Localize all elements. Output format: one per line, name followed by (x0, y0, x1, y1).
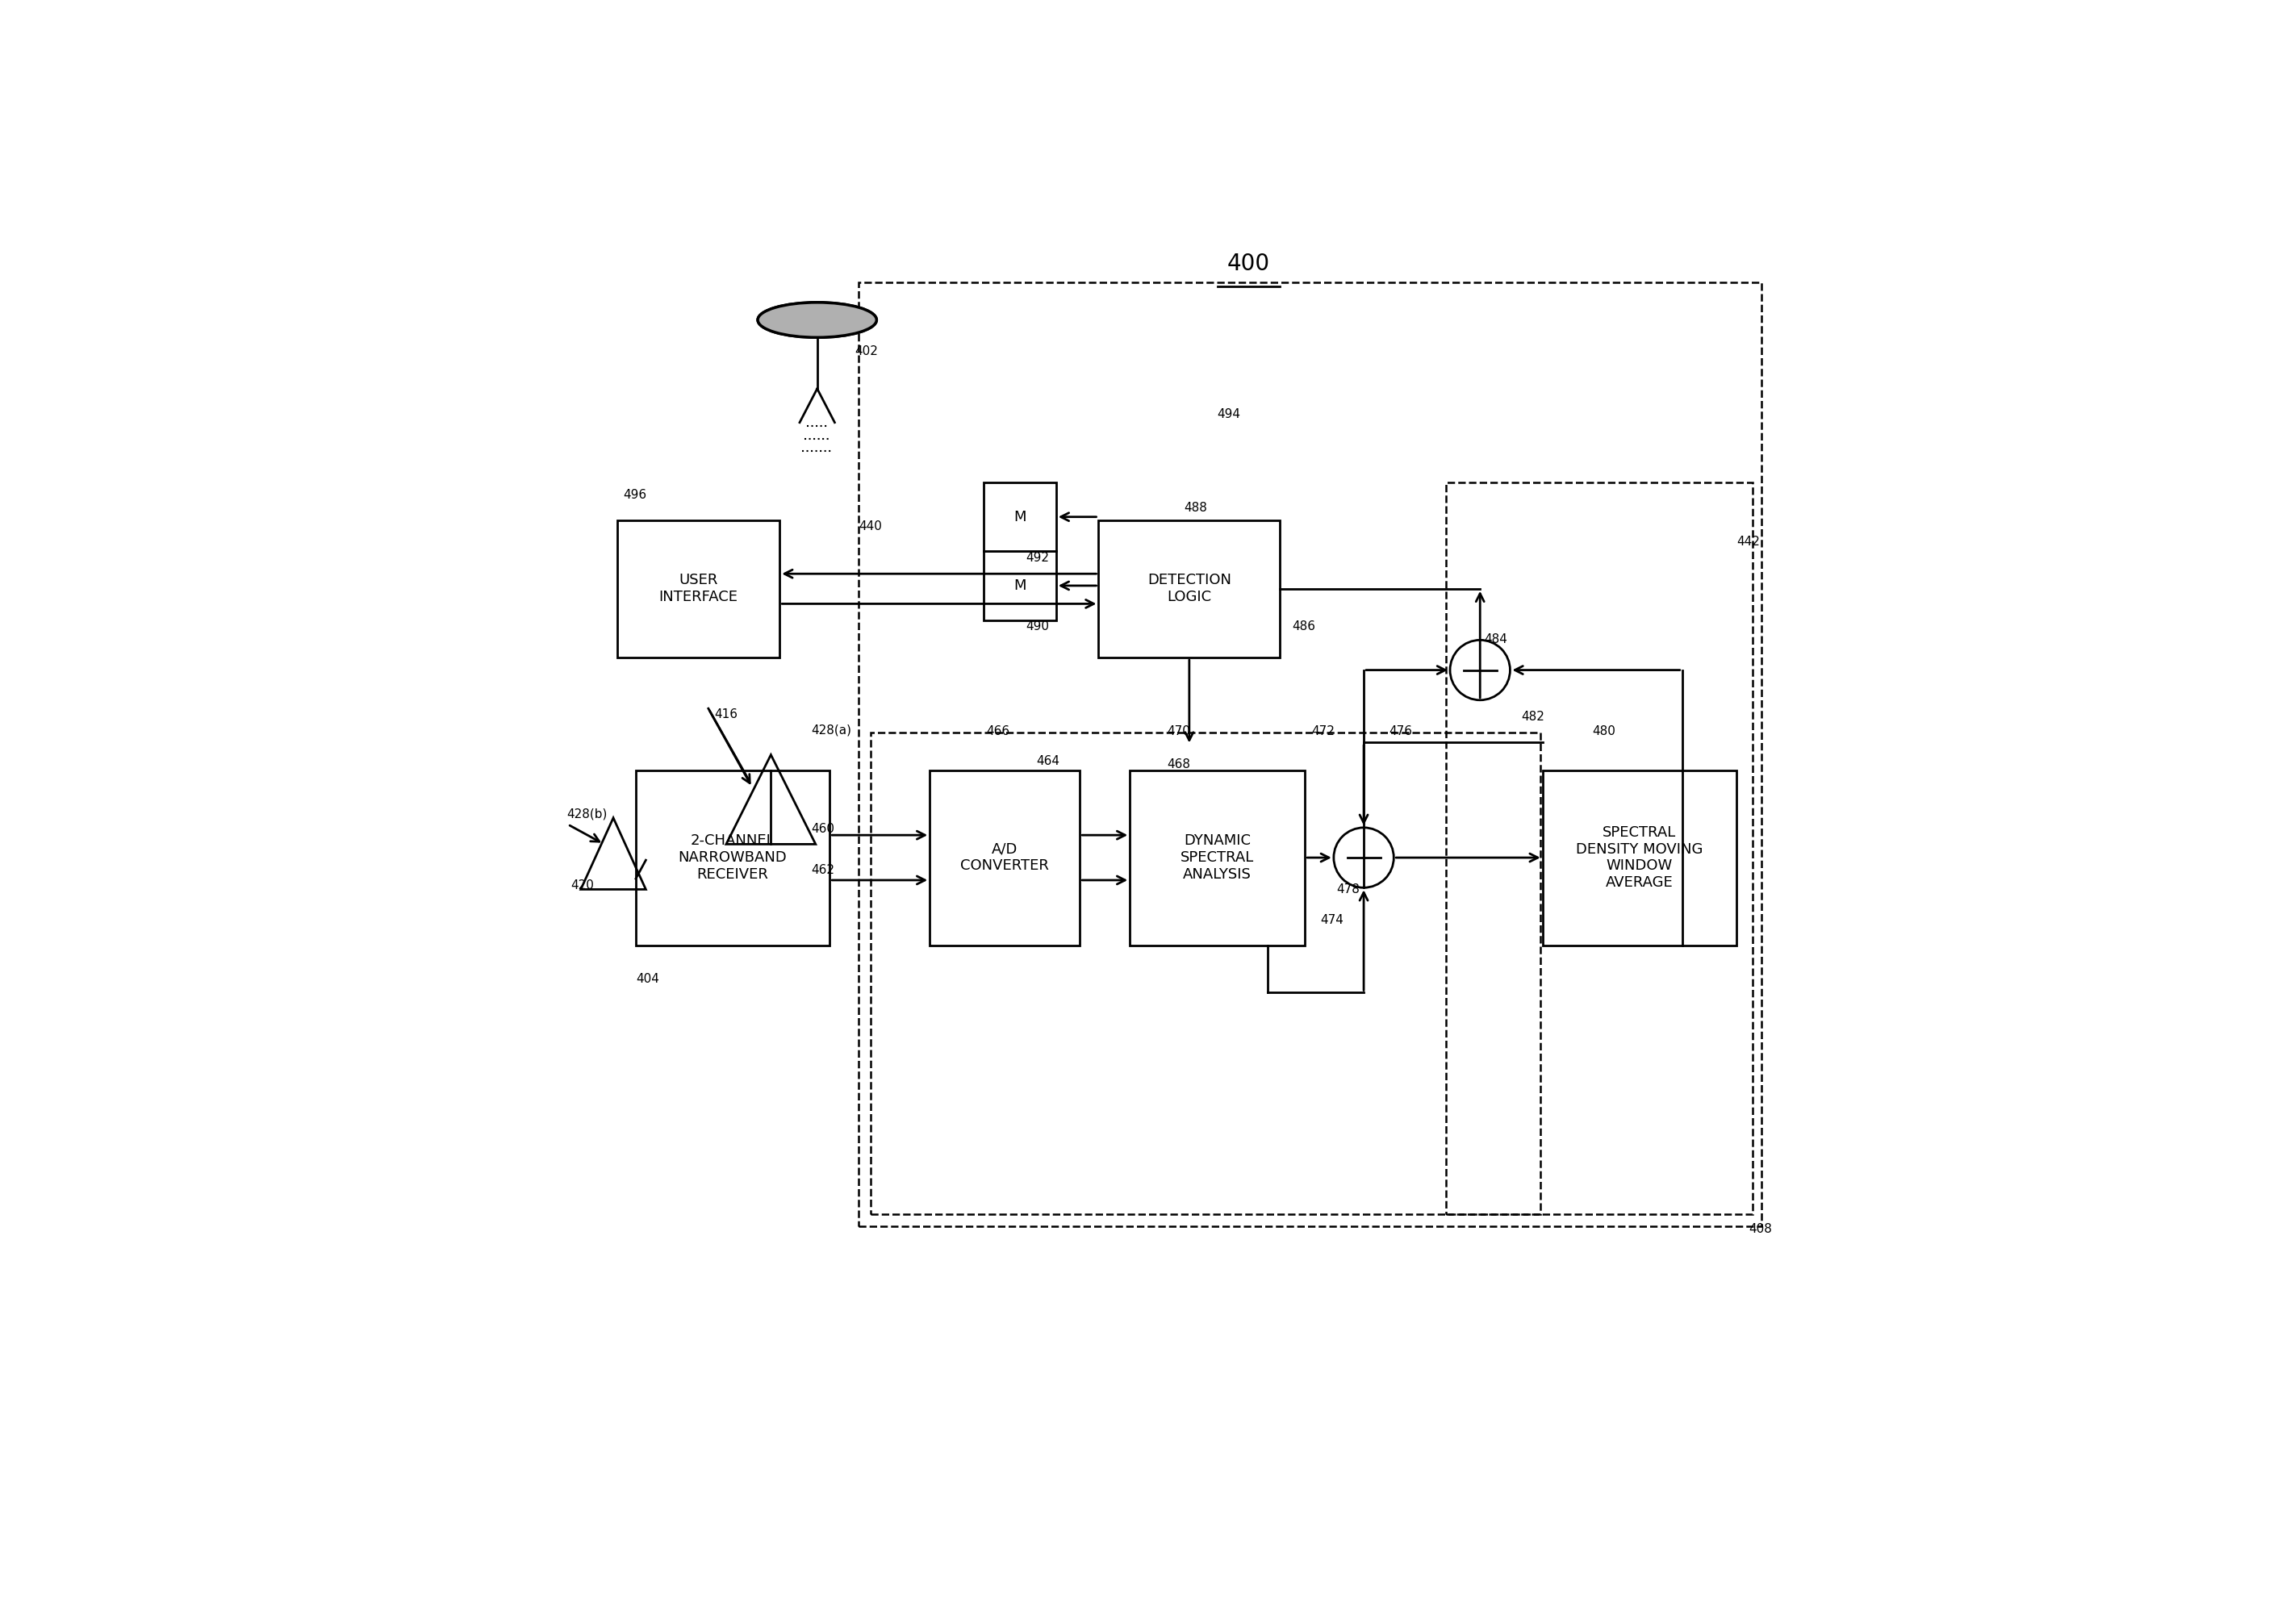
Text: M: M (1014, 578, 1026, 593)
Text: 408: 408 (1750, 1223, 1772, 1236)
Bar (1099, 520, 1280, 658)
Text: 400: 400 (1227, 252, 1271, 274)
Text: 482: 482 (1521, 710, 1546, 723)
Text: 2-CHANNEL
NARROWBAND
RECEIVER: 2-CHANNEL NARROWBAND RECEIVER (678, 833, 788, 882)
Text: 492: 492 (1026, 552, 1049, 564)
Text: 428(b): 428(b) (568, 809, 607, 820)
Text: 470: 470 (1168, 726, 1191, 737)
Text: 496: 496 (623, 489, 646, 502)
Bar (1447, 482, 1752, 1215)
Text: 494: 494 (1218, 408, 1241, 421)
Text: 468: 468 (1168, 758, 1191, 770)
Bar (1129, 770, 1305, 945)
Bar (870, 732, 1541, 1215)
Text: 488: 488 (1184, 502, 1207, 513)
Text: 428(a): 428(a) (811, 724, 852, 736)
Text: 440: 440 (859, 520, 882, 533)
Text: 420: 420 (570, 879, 593, 892)
Ellipse shape (758, 302, 877, 338)
Bar (982, 482, 1056, 551)
Text: 478: 478 (1337, 883, 1360, 895)
Text: 490: 490 (1026, 620, 1049, 632)
Text: 464: 464 (1035, 755, 1060, 768)
Text: A/D
CONVERTER: A/D CONVERTER (960, 841, 1049, 874)
Text: 460: 460 (811, 823, 834, 835)
Bar (637, 770, 829, 945)
Text: 462: 462 (811, 864, 834, 877)
Text: 476: 476 (1388, 726, 1413, 737)
Text: 466: 466 (987, 726, 1010, 737)
Text: DETECTION
LOGIC: DETECTION LOGIC (1147, 573, 1232, 604)
Text: DYNAMIC
SPECTRAL
ANALYSIS: DYNAMIC SPECTRAL ANALYSIS (1182, 833, 1255, 882)
Text: 480: 480 (1592, 726, 1617, 737)
Text: 442: 442 (1736, 536, 1759, 547)
Text: 416: 416 (714, 708, 737, 719)
Text: 404: 404 (637, 973, 660, 986)
Text: 474: 474 (1319, 914, 1344, 926)
Bar (616, 520, 779, 658)
Text: 402: 402 (854, 346, 877, 357)
Bar (982, 551, 1056, 620)
Text: 484: 484 (1484, 633, 1507, 645)
Text: 472: 472 (1312, 726, 1335, 737)
Text: M: M (1014, 510, 1026, 525)
Bar (1543, 770, 1736, 945)
Text: 486: 486 (1292, 620, 1317, 632)
Text: USER
INTERFACE: USER INTERFACE (660, 573, 737, 604)
Bar (930, 770, 1081, 945)
Text: SPECTRAL
DENSITY MOVING
WINDOW
AVERAGE: SPECTRAL DENSITY MOVING WINDOW AVERAGE (1576, 825, 1704, 890)
Bar (859, 283, 1761, 1226)
